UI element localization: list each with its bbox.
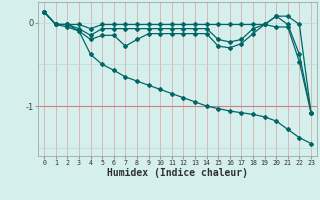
X-axis label: Humidex (Indice chaleur): Humidex (Indice chaleur)	[107, 168, 248, 178]
